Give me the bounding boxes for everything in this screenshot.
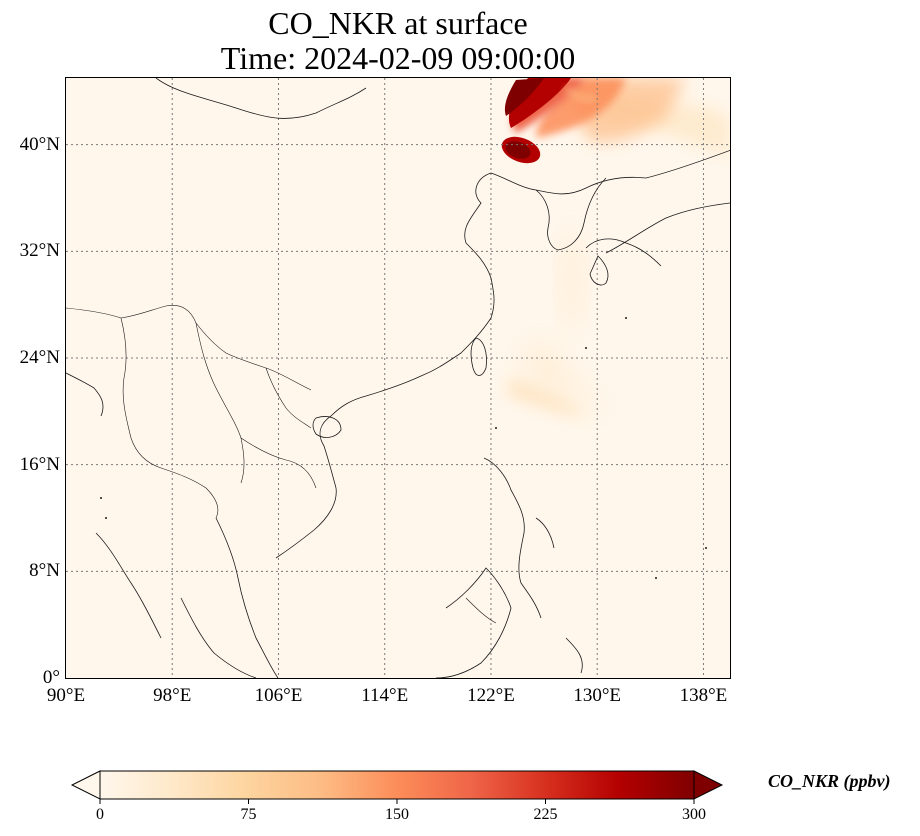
north-coast-fragment <box>155 78 367 119</box>
taiwan-coast <box>470 337 487 376</box>
japan-honshu-coast <box>605 202 730 254</box>
colorbar-tick-label: 150 <box>385 806 409 823</box>
lat-tick-label: 8°N <box>29 560 60 582</box>
map-canvas <box>66 78 730 678</box>
colorbar-tick-label: 0 <box>96 806 104 823</box>
border-vietnam-laos <box>265 367 312 429</box>
island-dot <box>495 427 497 429</box>
borneo-coast <box>435 567 512 678</box>
map-background <box>66 78 730 678</box>
colorbar-extend-min <box>70 770 101 800</box>
kyushu-coast <box>589 255 609 286</box>
bengal-coast <box>66 372 104 417</box>
lat-tick-label: 32°N <box>19 240 60 262</box>
island-dot <box>705 547 707 549</box>
japan-south-coast <box>585 238 662 267</box>
sumatra-coast <box>180 597 257 678</box>
lat-tick-label: 40°N <box>19 133 60 155</box>
lon-tick-label: 98°E <box>153 685 192 706</box>
border-cambodia <box>240 437 317 489</box>
colorbar-tick-label: 75 <box>240 806 257 823</box>
colorbar-extend-max <box>693 770 724 800</box>
island-dot <box>655 577 657 579</box>
colorbar-tick-label: 225 <box>533 806 558 823</box>
colorbar-ticks <box>99 799 695 804</box>
colorbar-tick-label: 300 <box>682 806 706 823</box>
lon-tick-label: 106°E <box>254 685 303 706</box>
lat-tick-label: 24°N <box>19 347 60 368</box>
plume-outer <box>536 78 626 138</box>
island-dot <box>105 517 107 519</box>
lon-tick-label: 138°E <box>679 685 728 706</box>
plume-streak <box>563 85 597 102</box>
islands <box>100 317 707 579</box>
outflow-south <box>506 378 586 418</box>
outflow-kyushu <box>562 228 582 338</box>
visayas-coast <box>535 517 555 549</box>
border-myanmar <box>120 317 162 469</box>
plume-max <box>504 78 544 116</box>
map-panel <box>66 78 730 678</box>
korea-coast <box>535 177 607 251</box>
country-borders <box>66 305 497 624</box>
lon-tick-label: 122°E <box>467 685 515 706</box>
lat-tick-label: 16°N <box>19 453 60 475</box>
hainan-coast <box>312 416 342 438</box>
map-subtitle-time: Time: 2024-02-09 09:00:00 <box>220 40 576 76</box>
border-thailand-south <box>160 467 219 519</box>
border-laos-thailand <box>195 322 245 484</box>
map-title: CO_NKR at surface <box>268 5 528 41</box>
gridlines <box>66 78 730 678</box>
coastlines <box>66 78 730 678</box>
border-borneo <box>465 597 497 624</box>
colorbar-bar <box>99 770 695 800</box>
island-dot <box>625 317 627 319</box>
lon-tick-label: 114°E <box>361 685 409 706</box>
island-dot <box>100 497 102 499</box>
malay-peninsula-coast <box>215 517 279 678</box>
philippines-coast <box>483 457 542 619</box>
lon-tick-label: 130°E <box>573 685 622 706</box>
sulawesi-coast <box>565 637 583 674</box>
lon-tick-label: 90°E <box>46 685 86 706</box>
outflow-taiwan <box>521 338 611 418</box>
china-vietnam-coast <box>275 149 730 559</box>
hotspot-core <box>505 141 531 159</box>
island-dot <box>585 347 587 349</box>
colorbar-title: CO_NKR (ppbv) <box>768 771 891 791</box>
andaman-coast <box>95 532 162 639</box>
lat-tick-label: 0° <box>42 667 60 688</box>
concentration-field <box>501 78 730 418</box>
